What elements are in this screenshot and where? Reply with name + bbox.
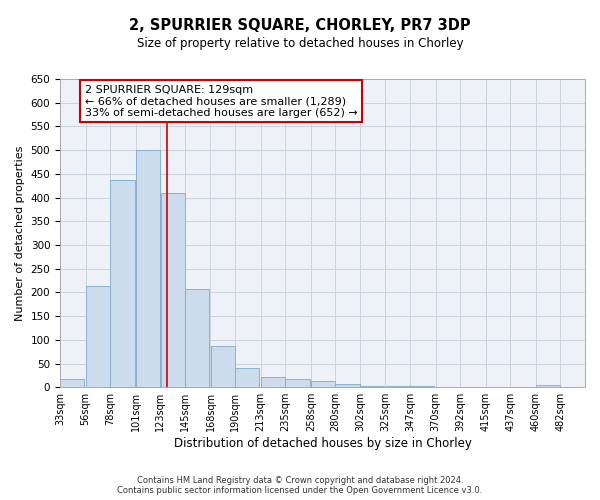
- Text: 2, SPURRIER SQUARE, CHORLEY, PR7 3DP: 2, SPURRIER SQUARE, CHORLEY, PR7 3DP: [129, 18, 471, 32]
- Bar: [536, 386, 560, 387]
- Bar: [110, 180, 134, 387]
- Bar: [235, 368, 259, 387]
- Y-axis label: Number of detached properties: Number of detached properties: [15, 146, 25, 321]
- Bar: [311, 381, 335, 387]
- Bar: [86, 286, 110, 387]
- Bar: [185, 289, 209, 387]
- Bar: [161, 193, 185, 387]
- Text: 2 SPURRIER SQUARE: 129sqm
← 66% of detached houses are smaller (1,289)
33% of se: 2 SPURRIER SQUARE: 129sqm ← 66% of detac…: [85, 84, 357, 118]
- Bar: [286, 378, 310, 387]
- Bar: [410, 386, 434, 387]
- X-axis label: Distribution of detached houses by size in Chorley: Distribution of detached houses by size …: [173, 437, 472, 450]
- Text: Contains HM Land Registry data © Crown copyright and database right 2024.: Contains HM Land Registry data © Crown c…: [137, 476, 463, 485]
- Text: Size of property relative to detached houses in Chorley: Size of property relative to detached ho…: [137, 38, 463, 51]
- Bar: [335, 384, 359, 387]
- Bar: [60, 378, 85, 387]
- Bar: [136, 150, 160, 387]
- Bar: [211, 346, 235, 387]
- Text: Contains public sector information licensed under the Open Government Licence v3: Contains public sector information licen…: [118, 486, 482, 495]
- Bar: [360, 386, 384, 387]
- Bar: [261, 377, 285, 387]
- Bar: [386, 386, 410, 387]
